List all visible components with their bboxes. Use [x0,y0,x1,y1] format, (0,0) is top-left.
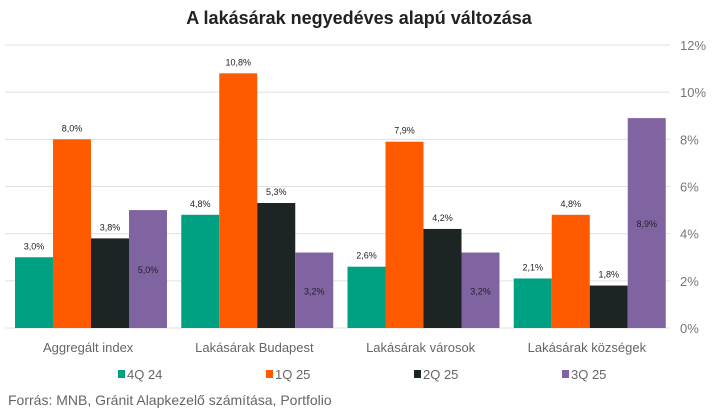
y-tick-label: 0% [680,321,699,336]
legend-label: 3Q 25 [571,367,606,382]
legend-label: 2Q 25 [423,367,458,382]
bar [181,214,220,328]
bar [257,203,296,328]
bar [295,252,334,328]
legend-label: 4Q 24 [127,367,162,382]
bar [219,73,258,328]
data-label: 5,3% [266,187,287,197]
bar [129,210,167,328]
data-label: 4,8% [190,199,211,209]
y-tick-label: 10% [680,85,706,100]
bar [589,285,628,328]
data-label: 8,0% [62,123,83,133]
y-tick-label: 4% [680,227,699,242]
legend-swatch [118,370,125,378]
chart-title: A lakásárak negyedéves alapú változása [186,8,532,28]
legend-label: 1Q 25 [275,367,310,382]
bar [461,252,500,328]
data-label: 5,0% [138,265,159,275]
data-label: 3,2% [304,286,325,296]
bar [423,228,462,328]
bar [385,141,424,328]
x-tick-label: Lakásárak községek [528,340,647,355]
data-label: 3,8% [100,222,121,232]
data-label: 3,2% [470,286,491,296]
data-label: 4,2% [432,213,453,223]
data-label: 2,1% [522,262,543,272]
bar [15,257,53,328]
data-label: 3,0% [24,241,45,251]
bar [91,238,129,328]
bar [53,139,91,328]
y-tick-label: 8% [680,132,699,147]
legend-swatch [266,370,273,378]
x-tick-label: Lakásárak városok [366,340,476,355]
bar [551,214,590,328]
y-tick-label: 6% [680,180,699,195]
legend-swatch [562,370,569,378]
data-label: 10,8% [225,57,251,67]
data-label: 7,9% [394,126,415,136]
bar [347,266,386,328]
source-note: Forrás: MNB, Gránit Alapkezelő számítása… [8,392,332,408]
legend-swatch [414,370,421,378]
data-label: 4,8% [560,199,581,209]
x-tick-label: Aggregált index [43,340,134,355]
y-tick-label: 2% [680,274,699,289]
bar [513,278,552,328]
y-tick-label: 12% [680,38,706,53]
data-label: 2,6% [356,251,377,261]
data-label: 1,8% [598,270,619,280]
x-tick-label: Lakásárak Budapest [195,340,314,355]
bar [627,118,666,328]
data-label: 8,9% [636,219,657,229]
